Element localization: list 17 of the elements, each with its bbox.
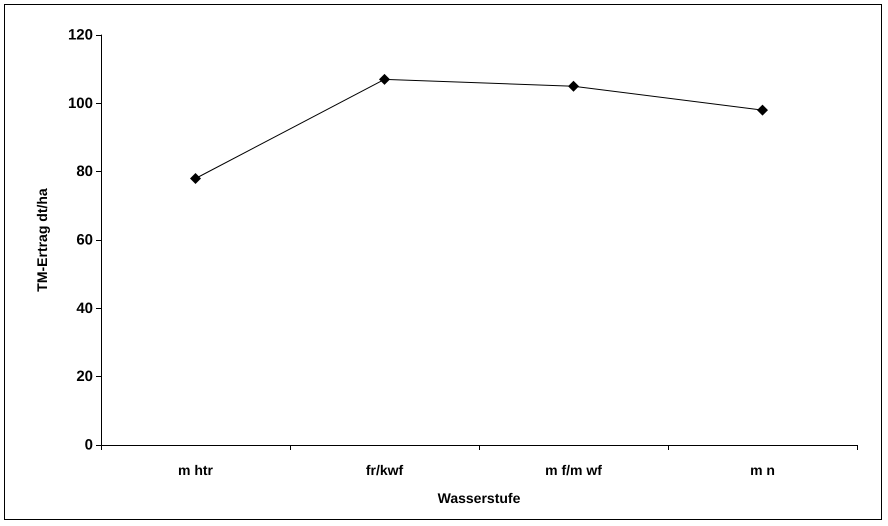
y-tick-label: 0 (84, 436, 93, 454)
x-tick-label: m f/m wf (545, 462, 602, 478)
x-axis-title: Wasserstufe (438, 490, 521, 506)
y-axis-title: TM-Ertrag dt/ha (34, 188, 50, 292)
point (190, 173, 201, 184)
y-tick-label: 20 (76, 368, 93, 386)
x-tick-label: fr/kwf (366, 462, 404, 478)
y-tick-label: 120 (68, 26, 93, 44)
point (757, 104, 768, 116)
y-tick-label: 40 (76, 300, 93, 317)
y-tick-label: 80 (76, 163, 93, 180)
x-tick-label: m n (750, 462, 775, 478)
point (379, 74, 390, 85)
point (568, 80, 579, 92)
y-tick-label: 60 (76, 232, 93, 248)
x-tick-label: m htr (178, 462, 214, 478)
y-tick-label: 100 (68, 94, 93, 112)
